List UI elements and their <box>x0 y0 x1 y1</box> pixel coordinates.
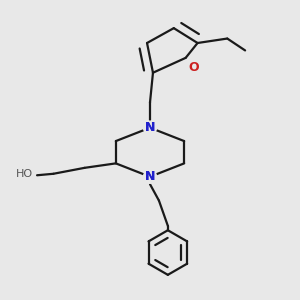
Text: N: N <box>145 121 155 134</box>
Circle shape <box>143 170 157 183</box>
Circle shape <box>143 121 157 134</box>
Text: N: N <box>145 121 155 134</box>
Text: O: O <box>189 61 199 74</box>
Text: N: N <box>145 170 155 183</box>
Text: HO: HO <box>16 169 33 179</box>
Text: N: N <box>145 170 155 183</box>
